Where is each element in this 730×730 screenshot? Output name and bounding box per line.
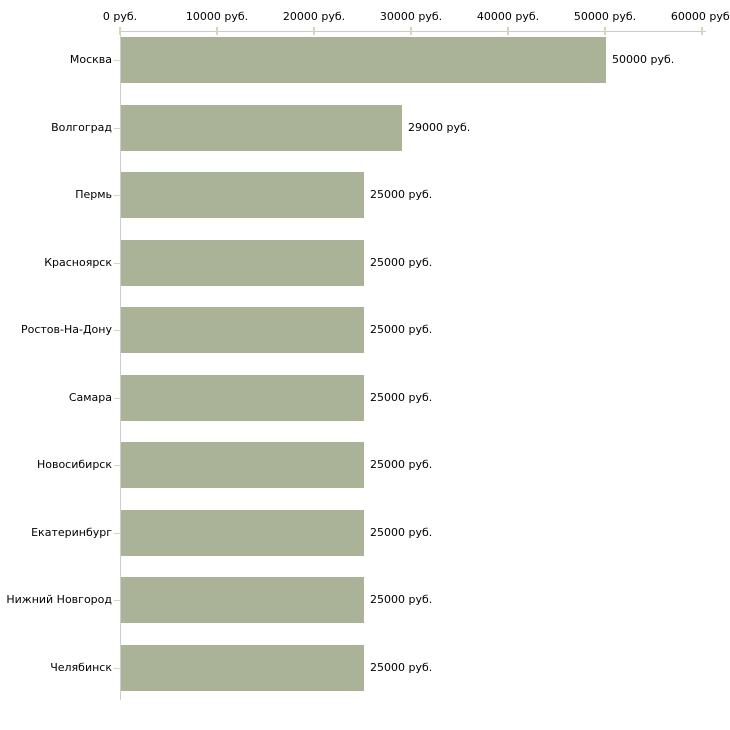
- category-tick: [114, 465, 120, 466]
- x-tick-label: 60000 руб.: [670, 10, 730, 23]
- x-axis-line: [120, 31, 706, 32]
- x-tick-label: 50000 руб.: [573, 10, 637, 23]
- value-label: 29000 руб.: [408, 121, 471, 134]
- x-axis-tick: [507, 27, 509, 35]
- bar: [121, 307, 364, 354]
- category-label: Новосибирск: [36, 458, 112, 471]
- bar: [121, 442, 364, 489]
- category-label: Екатеринбург: [31, 526, 112, 539]
- category-tick: [114, 668, 120, 669]
- bar: [121, 172, 364, 219]
- category-tick: [114, 195, 120, 196]
- category-tick: [114, 330, 120, 331]
- category-label: Волгоград: [51, 121, 112, 134]
- bar: [121, 577, 364, 624]
- bar: [121, 37, 606, 83]
- category-label: Красноярск: [44, 256, 112, 269]
- category-label: Пермь: [75, 188, 112, 201]
- value-label: 25000 руб.: [370, 593, 433, 606]
- bar: [121, 239, 364, 286]
- bar: [121, 374, 364, 421]
- x-axis-tick: [119, 27, 121, 35]
- x-axis-tick: [216, 27, 218, 35]
- value-label: 25000 руб.: [370, 188, 433, 201]
- category-label: Ростов-На-Дону: [20, 323, 112, 336]
- category-tick: [114, 128, 120, 129]
- category-tick: [114, 60, 120, 61]
- category-tick: [114, 533, 120, 534]
- x-axis-tick: [313, 27, 315, 35]
- x-tick-label: 20000 руб.: [282, 10, 346, 23]
- value-label: 25000 руб.: [370, 391, 433, 404]
- value-label: 50000 руб.: [612, 53, 675, 66]
- category-label: Нижний Новгород: [6, 593, 112, 606]
- y-axis-line: [120, 31, 121, 700]
- bar: [121, 644, 364, 691]
- x-axis-tick: [604, 27, 606, 35]
- value-label: 25000 руб.: [370, 256, 433, 269]
- category-label: Самара: [68, 391, 112, 404]
- bar: [121, 104, 402, 151]
- category-label: Челябинск: [50, 661, 112, 674]
- category-tick: [114, 398, 120, 399]
- x-axis-tick: [410, 27, 412, 35]
- x-tick-label: 40000 руб.: [476, 10, 540, 23]
- value-label: 25000 руб.: [370, 458, 433, 471]
- value-label: 25000 руб.: [370, 661, 433, 674]
- value-label: 25000 руб.: [370, 323, 433, 336]
- x-tick-label: 30000 руб.: [379, 10, 443, 23]
- category-label: Москва: [69, 53, 112, 66]
- x-tick-label: 0 руб.: [102, 10, 138, 23]
- value-label: 25000 руб.: [370, 526, 433, 539]
- x-axis-tick: [701, 27, 703, 35]
- bar: [121, 509, 364, 556]
- category-tick: [114, 600, 120, 601]
- category-tick: [114, 263, 120, 264]
- x-tick-label: 10000 руб.: [185, 10, 249, 23]
